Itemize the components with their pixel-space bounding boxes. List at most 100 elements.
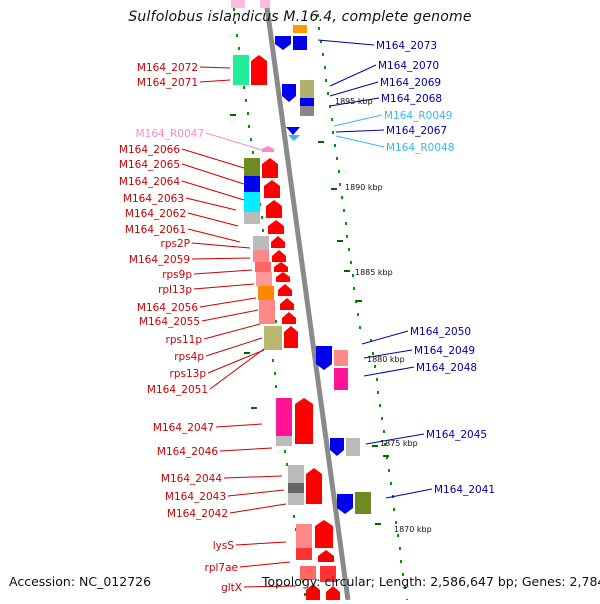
gc-dot-right (343, 209, 345, 212)
gene-label-m164_2045: M164_2045 (426, 429, 487, 441)
gc-dot-right (317, 14, 319, 17)
label-leader (203, 323, 261, 340)
gene-feature (255, 262, 271, 272)
gc-dot-right (324, 66, 326, 69)
label-leader (205, 132, 263, 151)
gc-dot-left (250, 138, 252, 141)
gene-feature (244, 176, 260, 192)
gc-dot-right (402, 573, 404, 576)
gene-label-m164_2067: M164_2067 (386, 125, 447, 137)
gene-label-lyss: lysS (213, 540, 235, 552)
gene-label-m164_r0047: M164_R0047 (136, 128, 204, 140)
gc-dot-right (350, 261, 352, 264)
scale-tick (356, 300, 362, 302)
label-leader (239, 561, 291, 568)
rna-feature (288, 135, 300, 141)
gene-label-m164_2061: M164_2061 (125, 224, 186, 236)
gene-label-m164_2073: M164_2073 (376, 40, 437, 52)
gene-label-m164_2072: M164_2072 (137, 62, 198, 74)
gene-feature-forward (315, 520, 333, 548)
gene-feature (288, 465, 304, 483)
gene-label-m164_2068: M164_2068 (381, 93, 442, 105)
scale-ticks (230, 114, 389, 525)
gc-dot-right (393, 508, 395, 511)
map-title: Sulfolobus islandicus M.16.4, complete g… (128, 9, 472, 25)
gene-feature (320, 566, 336, 582)
scale-labels: 1895 kbp 1890 kbp 1885 kbp 1880 kbp 1875 kbp… (335, 97, 432, 534)
gene-feature-forward (318, 550, 334, 562)
gene-feature-forward (251, 55, 267, 85)
gene-feature-forward (284, 326, 298, 348)
gene-feature-forward (278, 284, 292, 296)
gene-label-rps13p: rps13p (170, 368, 207, 380)
label-leader (193, 283, 255, 290)
label-leader (333, 114, 383, 127)
label-leader (335, 129, 385, 133)
label-leader (191, 257, 251, 260)
gc-dot-right (397, 534, 399, 537)
label-leader (335, 135, 385, 148)
gc-dot-left (275, 385, 277, 388)
gene-feature (334, 368, 348, 390)
gc-dot-left (302, 580, 304, 583)
gene-feature (264, 326, 282, 350)
gc-dot-right (390, 482, 392, 485)
label-leader (229, 503, 287, 514)
gene-feature (293, 36, 307, 50)
gc-dot-right (399, 547, 401, 550)
gc-dot-right (352, 274, 354, 277)
gc-dot-right (339, 183, 341, 186)
scale-tick (372, 445, 378, 447)
gc-dot-left (272, 359, 274, 362)
gc-dot-left (245, 99, 247, 102)
gc-dot-right (332, 131, 334, 134)
gene-label-m164_2044: M164_2044 (161, 473, 222, 485)
gc-dot-right (322, 53, 324, 56)
label-leader (363, 349, 413, 359)
gene-label-m164_2062: M164_2062 (125, 208, 186, 220)
gc-dot-left (247, 112, 249, 115)
scale-tick (344, 270, 350, 272)
gene-feature-forward (306, 468, 322, 504)
gene-label-rps9p: rps9p (162, 269, 192, 281)
gene-label-m164_r0049: M164_R0049 (384, 110, 452, 122)
gene-feature-reverse (330, 438, 344, 456)
scale-label: 1870 kbp (394, 525, 432, 534)
label-leader (215, 423, 263, 428)
gc-dot-left (243, 86, 245, 89)
gene-feature (244, 212, 260, 224)
label-leader (227, 489, 285, 497)
gene-label-m164_2059: M164_2059 (129, 254, 190, 266)
scale-tick (331, 188, 337, 190)
label-leader (329, 97, 380, 107)
gene-label-m164_2046: M164_2046 (157, 446, 218, 458)
label-leader (365, 433, 425, 445)
label-leader (199, 297, 257, 308)
rna-feature (286, 127, 300, 135)
gene-feature (334, 350, 348, 366)
gene-feature-forward (326, 586, 340, 600)
gene-feature (296, 548, 312, 560)
gc-dot-right (338, 170, 340, 173)
gene-feature-forward (272, 250, 286, 262)
gene-feature (276, 398, 292, 436)
gene-feature-forward (262, 158, 278, 178)
scale-tick (251, 407, 257, 409)
label-leader (361, 330, 409, 345)
gene-feature-forward (282, 312, 296, 324)
gene-label-m164_2069: M164_2069 (380, 77, 441, 89)
gc-dot-left (252, 151, 254, 154)
gc-dot-right (377, 391, 379, 394)
label-leader (181, 180, 245, 201)
gc-dot-left (275, 320, 277, 323)
gene-feature (244, 192, 260, 212)
label-leader (187, 212, 239, 227)
gc-dot-left (238, 47, 240, 50)
gc-dot-right (372, 352, 374, 355)
gene-label-gltx: gltX (221, 582, 242, 594)
genome-backbone (263, 0, 351, 601)
gene-label-m164_2049: M164_2049 (414, 345, 475, 357)
label-leader (181, 148, 245, 169)
gc-dot-right (331, 118, 333, 121)
scale-label: 1895 kbp (335, 97, 373, 106)
